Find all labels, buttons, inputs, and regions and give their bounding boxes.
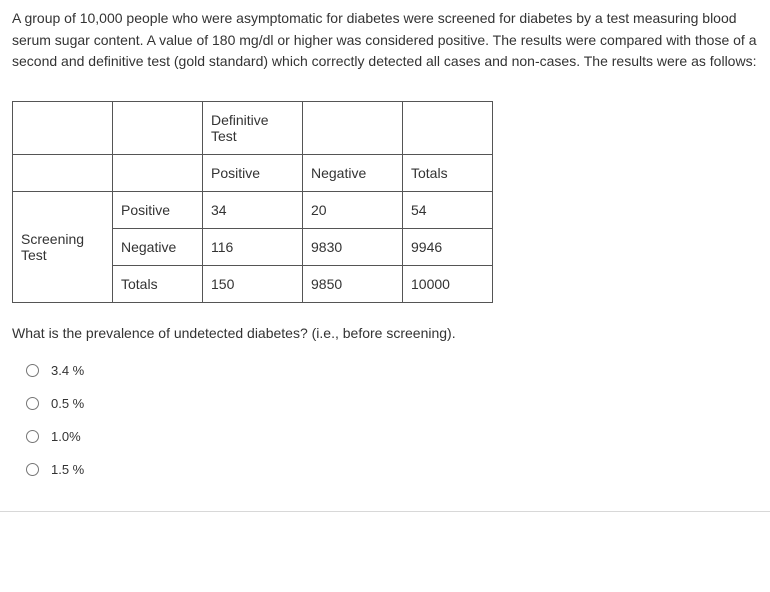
option-b[interactable]: 0.5 % [26,396,758,411]
cell-nn: 9830 [303,229,403,266]
row-header-totals: Totals [113,266,203,303]
cell-blank [113,102,203,155]
cell-pt: 54 [403,192,493,229]
radio-c[interactable] [26,430,39,443]
cell-tt: 10000 [403,266,493,303]
cell-blank [113,155,203,192]
row-header-positive: Positive [113,192,203,229]
question-followup: What is the prevalence of undetected dia… [12,325,758,341]
cell-blank [13,155,113,192]
option-c[interactable]: 1.0% [26,429,758,444]
option-a-label: 3.4 % [51,363,84,378]
results-table: Definitive Test Positive Negative Totals… [12,101,493,303]
cell-nt: 9946 [403,229,493,266]
cell-pp: 34 [203,192,303,229]
screening-header: Screening Test [13,192,113,303]
table-row: Screening Test Positive 34 20 54 [13,192,493,229]
question-intro: A group of 10,000 people who were asympt… [12,8,758,73]
cell-np: 116 [203,229,303,266]
options-group: 3.4 % 0.5 % 1.0% 1.5 % [12,363,758,477]
question-container: A group of 10,000 people who were asympt… [0,0,770,512]
cell-blank [13,102,113,155]
radio-d[interactable] [26,463,39,476]
col-header-positive: Positive [203,155,303,192]
col-header-totals: Totals [403,155,493,192]
table-row: Positive Negative Totals [13,155,493,192]
option-b-label: 0.5 % [51,396,84,411]
option-a[interactable]: 3.4 % [26,363,758,378]
radio-a[interactable] [26,364,39,377]
option-d[interactable]: 1.5 % [26,462,758,477]
cell-blank [403,102,493,155]
row-header-negative: Negative [113,229,203,266]
table-row: Definitive Test [13,102,493,155]
cell-blank [303,102,403,155]
option-d-label: 1.5 % [51,462,84,477]
option-c-label: 1.0% [51,429,81,444]
definitive-header: Definitive Test [203,102,303,155]
cell-tp: 150 [203,266,303,303]
cell-pn: 20 [303,192,403,229]
radio-b[interactable] [26,397,39,410]
cell-tn: 9850 [303,266,403,303]
col-header-negative: Negative [303,155,403,192]
